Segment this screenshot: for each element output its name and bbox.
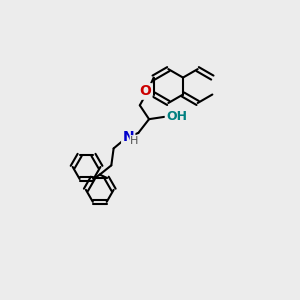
Text: H: H [130,136,139,146]
Text: O: O [139,84,151,98]
Text: N: N [122,130,134,144]
Text: OH: OH [166,110,187,123]
